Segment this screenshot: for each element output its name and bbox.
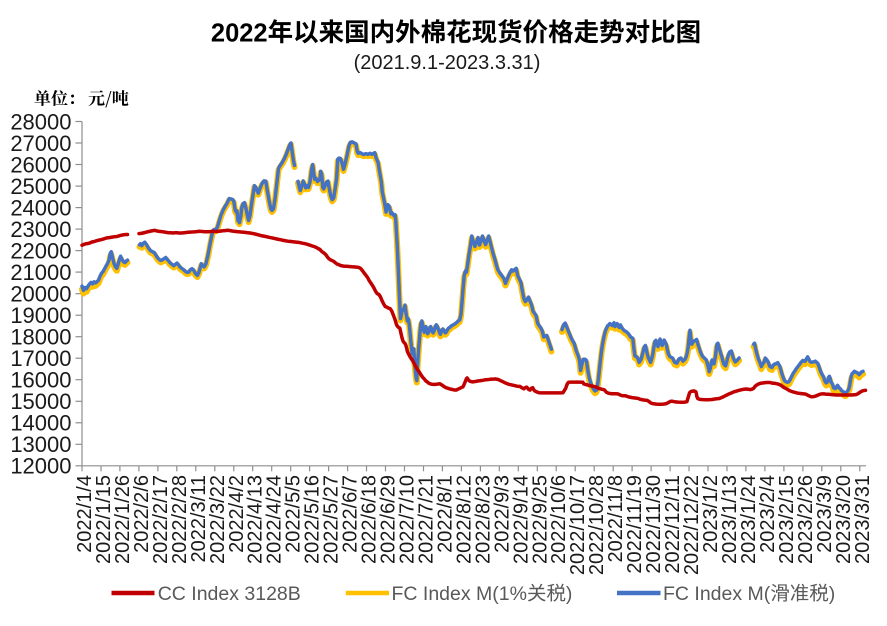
svg-text:19000: 19000 <box>10 303 71 328</box>
svg-text:2022/4/24: 2022/4/24 <box>264 475 286 564</box>
svg-text:2022/12/22: 2022/12/22 <box>681 475 703 575</box>
svg-text:2022/2/6: 2022/2/6 <box>131 475 153 553</box>
svg-text:2022/4/2: 2022/4/2 <box>226 475 248 553</box>
svg-text:2022/11/8: 2022/11/8 <box>605 475 627 563</box>
svg-text:2022/10/17: 2022/10/17 <box>567 475 589 575</box>
svg-text:2023/2/26: 2023/2/26 <box>795 475 817 564</box>
svg-text:16000: 16000 <box>10 368 71 393</box>
svg-text:2022/5/27: 2022/5/27 <box>321 475 343 564</box>
svg-text:2022/6/29: 2022/6/29 <box>378 475 400 564</box>
svg-text:2022/1/15: 2022/1/15 <box>93 475 115 564</box>
svg-text:2023/1/24: 2023/1/24 <box>738 475 760 564</box>
svg-text:2022/5/16: 2022/5/16 <box>302 475 324 564</box>
svg-text:2023/1/2: 2023/1/2 <box>700 475 722 553</box>
svg-text:CC Index 3128B: CC Index 3128B <box>158 583 301 605</box>
svg-text:17000: 17000 <box>10 346 71 371</box>
svg-text:2022/1/26: 2022/1/26 <box>112 475 134 564</box>
svg-text:2022/9/14: 2022/9/14 <box>510 475 532 564</box>
svg-text:22000: 22000 <box>10 239 71 264</box>
svg-text:2022/6/18: 2022/6/18 <box>359 475 381 564</box>
svg-text:2022/3/22: 2022/3/22 <box>207 475 229 564</box>
svg-text:25000: 25000 <box>10 174 71 199</box>
svg-text:2022: 2022 <box>211 20 268 48</box>
svg-text:2022/7/21: 2022/7/21 <box>416 475 438 564</box>
svg-text:12000: 12000 <box>10 454 71 479</box>
svg-text:FC Index M(1%: FC Index M(1% <box>392 583 527 605</box>
svg-text:2022/3/11: 2022/3/11 <box>188 475 210 563</box>
svg-text:27000: 27000 <box>10 131 71 156</box>
svg-text:18000: 18000 <box>10 325 71 350</box>
svg-text:): ) <box>566 583 573 605</box>
svg-text:2023/3/20: 2023/3/20 <box>833 475 855 564</box>
svg-text:2022/8/12: 2022/8/12 <box>453 475 475 564</box>
svg-text:2022/9/25: 2022/9/25 <box>529 475 551 564</box>
svg-text:2022/4/13: 2022/4/13 <box>245 475 267 564</box>
svg-text:28000: 28000 <box>10 109 71 134</box>
svg-text:13000: 13000 <box>10 432 71 457</box>
svg-text:2022/10/6: 2022/10/6 <box>548 475 570 564</box>
svg-text:2022/8/23: 2022/8/23 <box>472 475 494 564</box>
svg-text:20000: 20000 <box>10 282 71 307</box>
svg-text:2023/1/13: 2023/1/13 <box>719 475 741 564</box>
svg-text:2022/2/28: 2022/2/28 <box>169 475 191 564</box>
svg-text:26000: 26000 <box>10 152 71 177</box>
svg-text:2023/2/15: 2023/2/15 <box>776 475 798 564</box>
svg-text:): ) <box>829 583 836 605</box>
svg-text:2022/2/17: 2022/2/17 <box>150 475 172 564</box>
svg-text:2022/12/11: 2022/12/11 <box>662 475 684 574</box>
svg-text:2023/3/9: 2023/3/9 <box>814 475 836 553</box>
svg-text:2023/3/31: 2023/3/31 <box>852 475 874 564</box>
svg-text:FC Index M(: FC Index M( <box>663 583 771 605</box>
svg-text:2022/6/7: 2022/6/7 <box>340 475 362 553</box>
svg-text:14000: 14000 <box>10 411 71 436</box>
svg-text:2022/7/10: 2022/7/10 <box>397 475 419 564</box>
svg-text:21000: 21000 <box>10 260 71 285</box>
svg-text:23000: 23000 <box>10 217 71 242</box>
svg-text:2022/11/30: 2022/11/30 <box>643 475 665 574</box>
svg-text:2022/10/28: 2022/10/28 <box>586 475 608 575</box>
svg-text:2022/5/5: 2022/5/5 <box>283 475 305 553</box>
svg-text:15000: 15000 <box>10 389 71 414</box>
svg-text:2022/1/4: 2022/1/4 <box>74 475 96 553</box>
svg-text:(2021.9.1-2023.3.31): (2021.9.1-2023.3.31) <box>354 52 541 74</box>
svg-text:2022/11/19: 2022/11/19 <box>624 475 646 574</box>
svg-text:2022/8/1: 2022/8/1 <box>434 475 456 553</box>
svg-text:2023/2/4: 2023/2/4 <box>757 475 779 553</box>
svg-text:24000: 24000 <box>10 196 71 221</box>
svg-text:2022/9/3: 2022/9/3 <box>491 475 513 553</box>
